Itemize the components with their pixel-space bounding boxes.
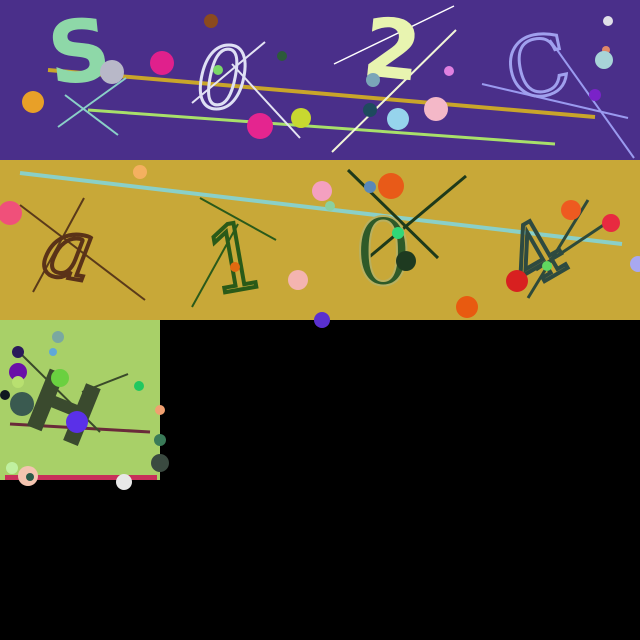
noise-dots — [22, 14, 613, 139]
noise-line — [57, 77, 127, 128]
noise-line — [87, 108, 556, 146]
noise-line — [32, 197, 85, 293]
captcha-tile-row3: H — [0, 320, 169, 490]
noise-dots — [0, 331, 169, 490]
noise-line — [5, 475, 157, 480]
noise-line — [191, 223, 239, 308]
noise-line — [47, 68, 596, 119]
noise-line — [64, 94, 119, 136]
captcha-char: S — [43, 0, 115, 106]
noise-line — [367, 174, 467, 260]
captcha-tile-row1: S 0 2 C — [0, 0, 640, 160]
noise-line — [333, 5, 455, 65]
captcha-char: 2 — [359, 0, 426, 100]
noise-line — [19, 204, 146, 301]
noise-line — [231, 63, 301, 139]
captcha-tile-row2: a 1 0 4 — [0, 160, 640, 328]
noise-line — [81, 373, 129, 393]
noise-line — [346, 168, 440, 260]
noise-line — [199, 197, 277, 241]
noise-line — [331, 29, 457, 153]
captcha-char: 0 — [196, 30, 249, 128]
noise-dots — [0, 165, 640, 328]
noise-line — [19, 171, 623, 246]
noise-line — [191, 41, 266, 104]
noise-line — [481, 83, 629, 119]
